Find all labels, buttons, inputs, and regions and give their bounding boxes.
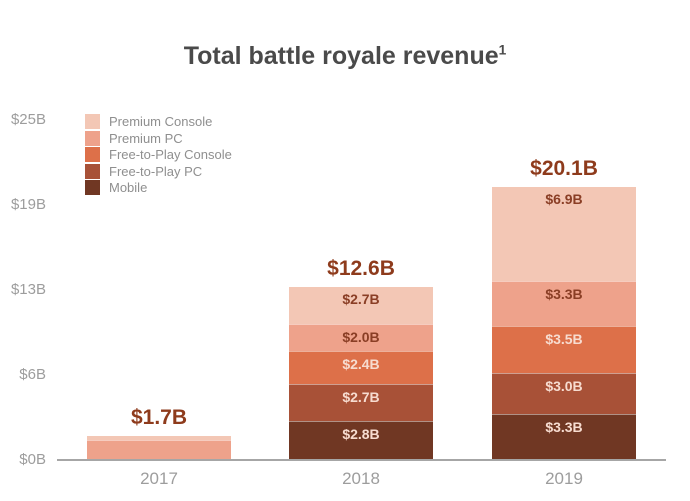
legend-label-mobile: Mobile [109,180,148,195]
chart-legend: Premium Console Premium PC Free-to-Play Co… [85,114,232,197]
legend-item-premium-pc: Premium PC [85,130,232,146]
bar-total-label-2018: $12.6B [327,257,395,280]
legend-swatch-free-to-play-console [85,147,100,162]
bar-segment-premium-pc: $3.3B [492,281,636,326]
bar-total-label-2017: $1.7B [130,406,188,429]
segment-value-label: $3.3B [545,286,583,302]
bar-segment-free-to-play-pc: $3.0B [492,373,636,414]
bar-2018: $12.6B $2.7B $2.0B $2.4B $2.7B $2.8B [289,257,433,459]
bar-total-label-2019: $20.1B [530,157,598,180]
x-axis-line [57,459,666,461]
x-axis-label-2017: 2017 [140,469,178,488]
segment-value-label: $6.9B [545,191,583,207]
bar-segment-premium-console: $6.9B [492,187,636,281]
legend-swatch-free-to-play-pc [85,163,100,179]
legend-swatch-premium-console [85,114,100,129]
segment-value-label: $3.5B [545,331,583,347]
bar-segment-free-to-play-console: $3.5B [492,326,636,373]
bar-segment-premium-pc: $2.0B [289,324,433,351]
y-axis-tick-label: $25B [10,111,46,128]
legend-item-mobile: Mobile [85,180,232,195]
bar-segment-free-to-play-console: $2.4B [289,351,433,384]
bar-segment-mobile: $3.3B [492,414,636,459]
segment-value-label: $2.7B [342,291,380,307]
legend-swatch-mobile [85,180,100,195]
legend-label-free-to-play-pc: Free-to-Play PC [109,163,203,179]
bar-segment-premium-console: $2.7B [289,287,433,324]
y-axis-tick-label: $19B [10,196,46,213]
title-footnote-marker: 1 [498,42,507,58]
legend-swatch-premium-pc [85,130,100,146]
legend-item-free-to-play-console: Free-to-Play Console [85,147,232,162]
segment-value-label: $2.4B [342,356,380,372]
bar-2019: $20.1B $6.9B $3.3B $3.5B $3.0B $3.3B [492,157,636,459]
segment-value-label: $3.0B [545,378,583,394]
bar-segment-mobile: $2.8B [289,421,433,459]
chart-title: Total battle royale revenue1 [0,42,690,71]
bar-segment-premium-pc [87,440,231,459]
bar-2017: $1.7B [87,406,231,459]
legend-label-premium-pc: Premium PC [109,130,183,146]
legend-item-free-to-play-pc: Free-to-Play PC [85,163,232,179]
segment-value-label: $2.7B [342,389,380,405]
y-axis-tick-label: $13B [10,281,46,298]
segment-value-label: $3.3B [545,419,583,435]
x-axis-label-2019: 2019 [545,469,583,488]
legend-item-premium-console: Premium Console [85,114,232,129]
y-axis-tick-label: $0B [19,451,46,468]
legend-label-free-to-play-console: Free-to-Play Console [109,147,232,162]
x-axis-label-2018: 2018 [342,469,380,488]
bar-segment-free-to-play-pc: $2.7B [289,384,433,421]
segment-value-label: $2.0B [342,329,380,345]
y-axis-tick-label: $6B [19,366,46,383]
legend-label-premium-console: Premium Console [109,114,213,129]
bar-segment-premium-console [87,436,231,440]
segment-value-label: $2.8B [342,426,380,442]
chart-title-text: Total battle royale revenue [183,42,499,70]
